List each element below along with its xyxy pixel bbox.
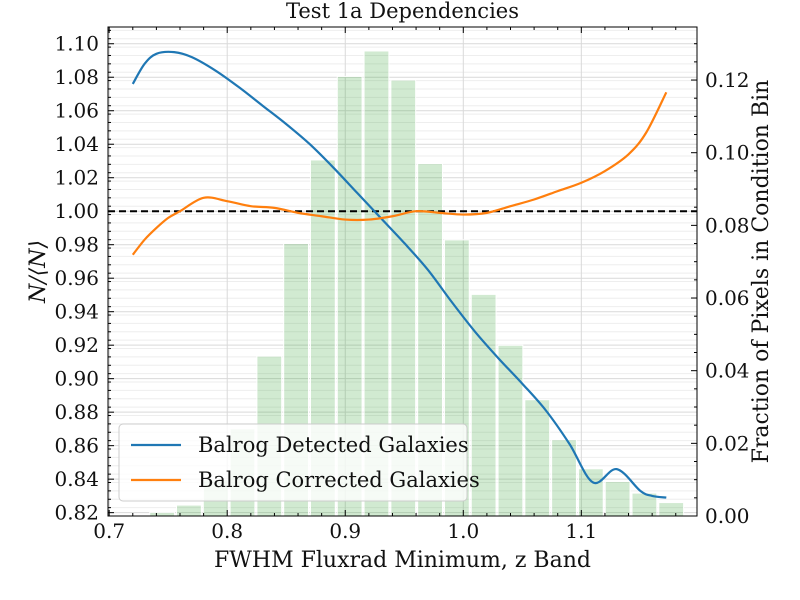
y-tick-label: 0.86 <box>54 434 99 458</box>
histogram-bar <box>149 511 176 517</box>
y-tick-label: 1.10 <box>54 32 99 56</box>
histogram-bar <box>658 502 685 517</box>
histogram-bar <box>497 344 524 517</box>
y-tick-label: 1.00 <box>54 199 99 223</box>
series-line-balrog-detected-galaxies <box>131 50 667 499</box>
y2-tick-label: 0.06 <box>705 286 750 310</box>
x-tick-label: 0.7 <box>93 519 125 543</box>
grid <box>108 27 697 517</box>
y2-axis-label: Fraction of Pixels in Condition Bin <box>749 80 774 464</box>
chart-title: Test 1a Dependencies <box>286 0 519 23</box>
y-tick-label: 0.90 <box>54 367 99 391</box>
histogram-bar <box>604 480 631 517</box>
x-tick-label: 0.9 <box>329 519 361 543</box>
y-tick-label: 1.02 <box>54 166 99 190</box>
y-tick-label: 0.98 <box>54 233 99 257</box>
y-tick-label: 1.06 <box>54 99 99 123</box>
y2-tick-label: 0.04 <box>705 359 750 383</box>
y2-tick-label: 0.02 <box>705 431 750 455</box>
y-axis-label: N/⟨N⟩ <box>26 240 51 304</box>
x-tick-label: 0.8 <box>211 519 243 543</box>
legend-label: Balrog Detected Galaxies <box>198 433 469 457</box>
histogram-bar <box>524 399 551 517</box>
histogram-bar <box>551 439 577 517</box>
x-axis-label: FWHM Fluxrad Minimum, z Band <box>214 548 591 573</box>
y2-tick-label: 0.00 <box>705 504 750 528</box>
y-tick-label: 0.88 <box>54 400 99 424</box>
y2-tick-label: 0.10 <box>705 141 750 165</box>
histogram-bar <box>577 468 604 517</box>
series-lines <box>131 50 668 499</box>
y-tick-label: 0.82 <box>54 501 99 525</box>
y-tick-label: 1.04 <box>54 132 99 156</box>
legend-box <box>118 423 468 502</box>
legend-label: Balrog Corrected Galaxies <box>198 468 480 492</box>
plot-frame <box>107 26 698 517</box>
x-tick-label: 1.1 <box>565 519 597 543</box>
y2-tick-label: 0.12 <box>705 68 750 92</box>
y-tick-label: 0.92 <box>54 333 99 357</box>
y-tick-label: 1.08 <box>54 65 99 89</box>
y-tick-label: 0.96 <box>54 266 99 290</box>
y-tick-label: 0.94 <box>54 300 99 324</box>
y2-tick-label: 0.08 <box>705 213 750 237</box>
y-tick-label: 0.84 <box>54 467 99 491</box>
x-tick-label: 1.0 <box>447 519 479 543</box>
legend: Balrog Detected Galaxies Balrog Corrected… <box>118 423 480 502</box>
axis-ticks: 0.820.840.860.880.900.920.940.960.981.00… <box>54 27 750 543</box>
series-line-balrog-corrected-galaxies <box>131 91 668 256</box>
